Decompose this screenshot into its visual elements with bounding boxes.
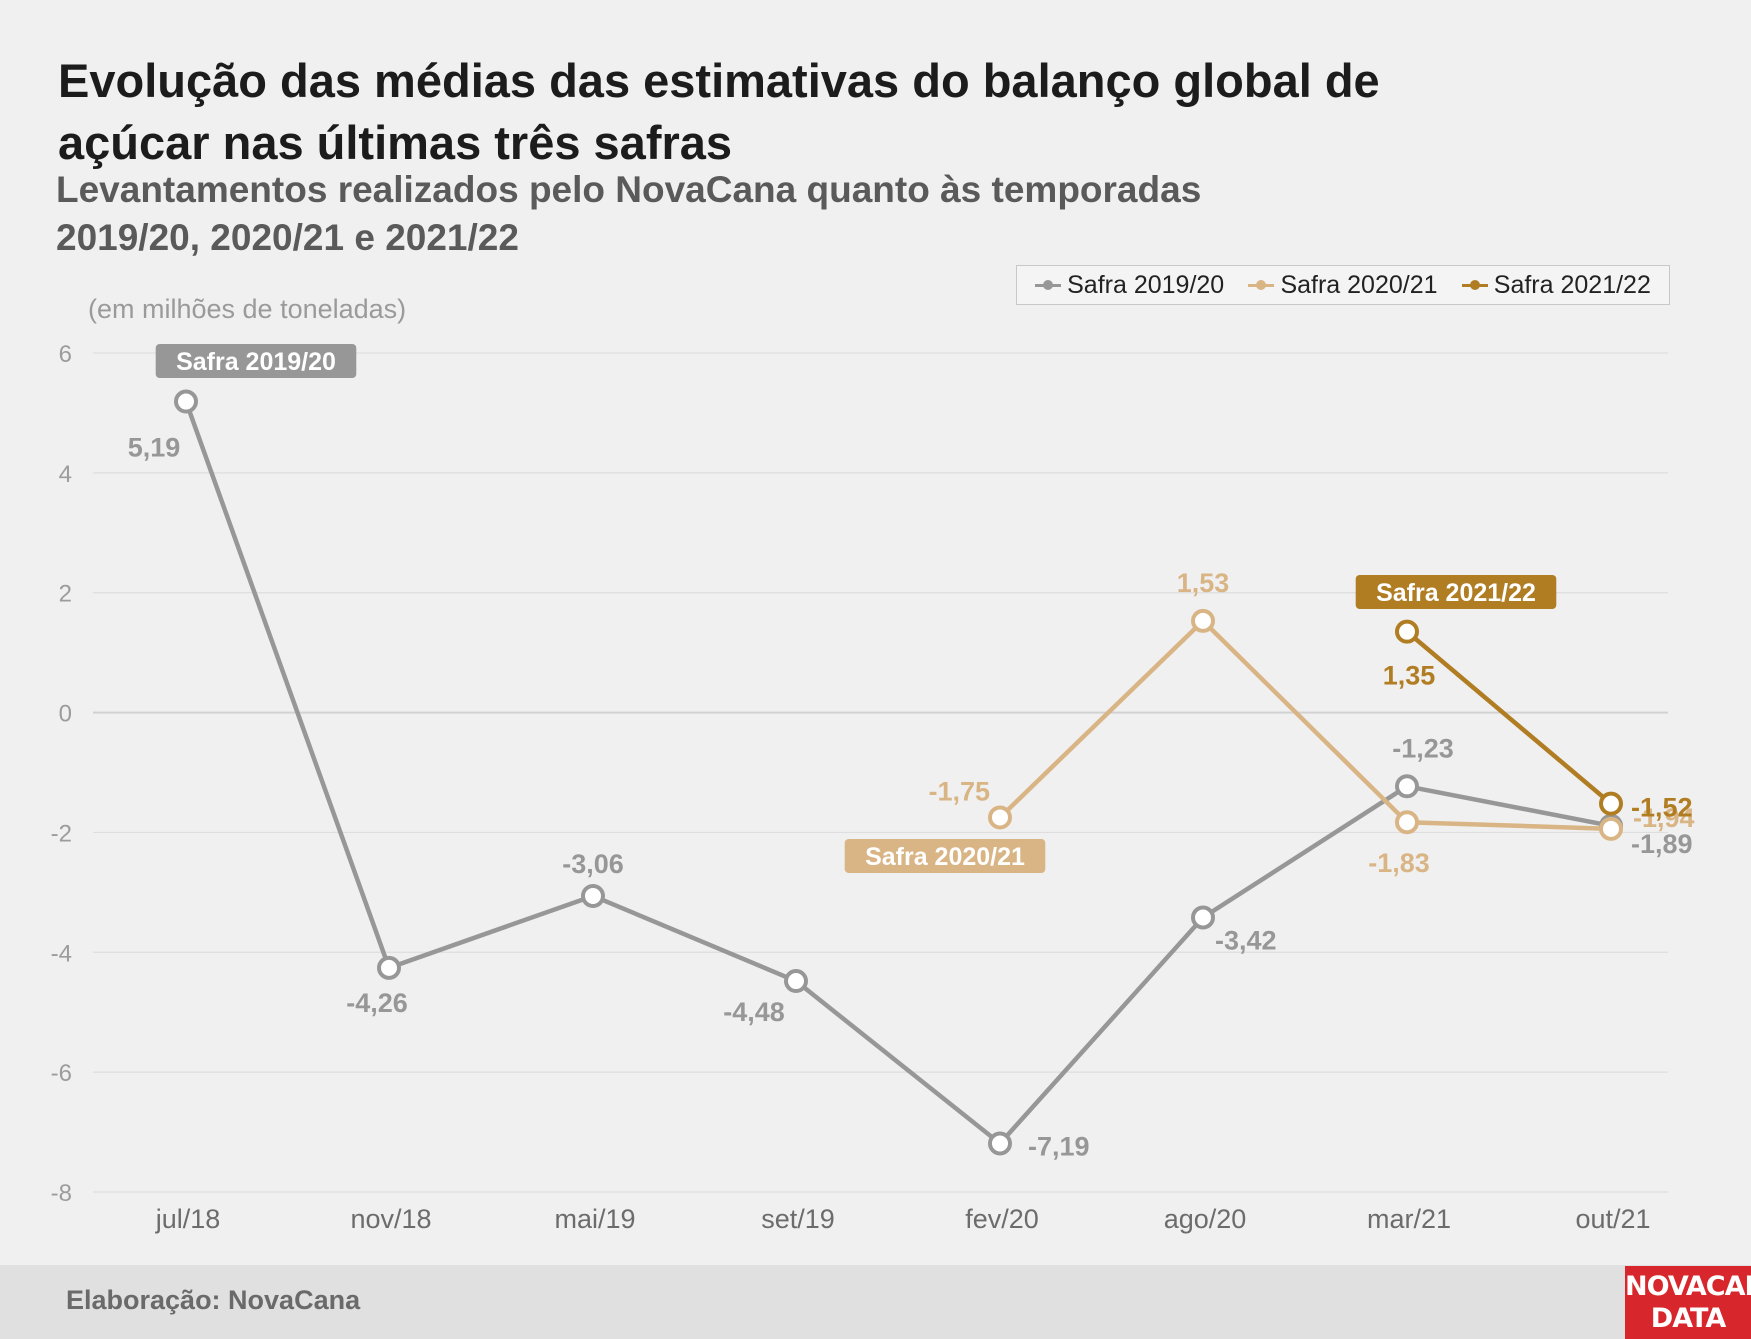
legend-item-safra-2019-20[interactable]: Safra 2019/20 (1035, 271, 1224, 300)
y-axis-unit-label: (em milhões de toneladas) (88, 294, 407, 324)
data-point (988, 1131, 1012, 1156)
data-label: -1,23 (1392, 733, 1454, 763)
x-tick-label: fev/20 (965, 1204, 1039, 1234)
data-point (1599, 816, 1623, 841)
data-label: -1,52 (1631, 793, 1693, 823)
x-tick-label: ago/20 (1164, 1204, 1247, 1234)
series-annotation-tag (844, 839, 1046, 873)
y-tick-label: 2 (59, 581, 72, 608)
x-tick-label: mai/19 (554, 1204, 635, 1234)
y-tick-label: -6 (51, 1060, 72, 1087)
x-tick-label: nov/18 (350, 1204, 431, 1234)
data-label: -4,26 (346, 988, 408, 1018)
chart-subtitle: Levantamentos realizados pelo NovaCana q… (56, 169, 1202, 258)
chart-legend: Safra 2019/20 Safra 2020/21 Safra 2021/2… (1016, 265, 1670, 305)
data-point (1191, 905, 1215, 930)
data-point (784, 969, 808, 994)
data-label: 1,35 (1383, 661, 1436, 691)
footer-bar: Elaboração: NovaCana (0, 1265, 1751, 1339)
chart-title: Evolução das médias das estimativas do b… (58, 54, 1380, 169)
footer-credit: Elaboração: NovaCana (66, 1285, 361, 1315)
series-annotation-tag (155, 344, 357, 378)
legend-label: Safra 2021/22 (1493, 270, 1651, 299)
series-annotation-tag (1355, 575, 1557, 609)
legend-item-safra-2020-21[interactable]: Safra 2020/21 (1248, 270, 1438, 300)
series-annotation-label: Safra 2021/22 (1376, 579, 1536, 607)
x-tick-label: mar/21 (1367, 1204, 1451, 1234)
series-annotation-label: Safra 2019/20 (176, 348, 336, 376)
x-tick-label: out/21 (1575, 1204, 1650, 1234)
y-tick-label: 4 (59, 461, 72, 488)
data-point (1395, 774, 1419, 799)
y-tick-label: 6 (59, 341, 72, 368)
legend-label: Safra 2020/21 (1280, 270, 1438, 299)
series-annotation-label: Safra 2020/21 (865, 843, 1025, 871)
y-tick-label: -4 (51, 940, 72, 967)
x-tick-label: jul/18 (155, 1204, 221, 1234)
y-tick-label: -8 (51, 1180, 72, 1207)
data-label: -1,89 (1631, 829, 1693, 859)
data-point (377, 955, 401, 980)
data-label: -1,75 (928, 776, 990, 806)
y-tick-label: 0 (59, 701, 72, 728)
data-label: -4,48 (723, 997, 785, 1027)
data-point (988, 805, 1012, 830)
series-2019-20-line (183, 400, 1612, 1146)
data-label: -7,19 (1028, 1131, 1090, 1161)
series-2020-21-line (998, 618, 1612, 832)
y-tick-label: -2 (51, 820, 72, 847)
legend-item-safra-2021-22[interactable]: Safra 2021/22 (1461, 270, 1651, 300)
data-point (581, 883, 605, 908)
data-point (1395, 619, 1419, 644)
data-label: -3,06 (562, 849, 624, 879)
legend-label: Safra 2019/20 (1067, 270, 1225, 299)
data-label: -3,42 (1215, 926, 1277, 956)
data-label: -1,94 (1633, 803, 1695, 833)
legend-swatch-2019-20 (1035, 279, 1062, 291)
data-point (1599, 791, 1623, 816)
novacana-data-logo: NOVACANA DATA (1625, 1266, 1751, 1339)
data-label: 5,19 (128, 433, 181, 463)
legend-swatch-2021-22 (1461, 279, 1488, 291)
series-2021-22-line (1405, 629, 1613, 806)
data-point (174, 389, 198, 414)
data-point (1395, 810, 1419, 835)
x-tick-label: set/19 (761, 1204, 835, 1234)
line-chart: 6 4 2 0 -2 -4 -6 -8 jul/18 nov/18 mai/19 set/19 fev/… (51, 341, 1695, 1234)
data-label: 1,53 (1177, 568, 1230, 598)
data-point (1191, 608, 1215, 633)
legend-swatch-2020-21 (1248, 279, 1275, 291)
data-label: -1,83 (1368, 848, 1430, 878)
